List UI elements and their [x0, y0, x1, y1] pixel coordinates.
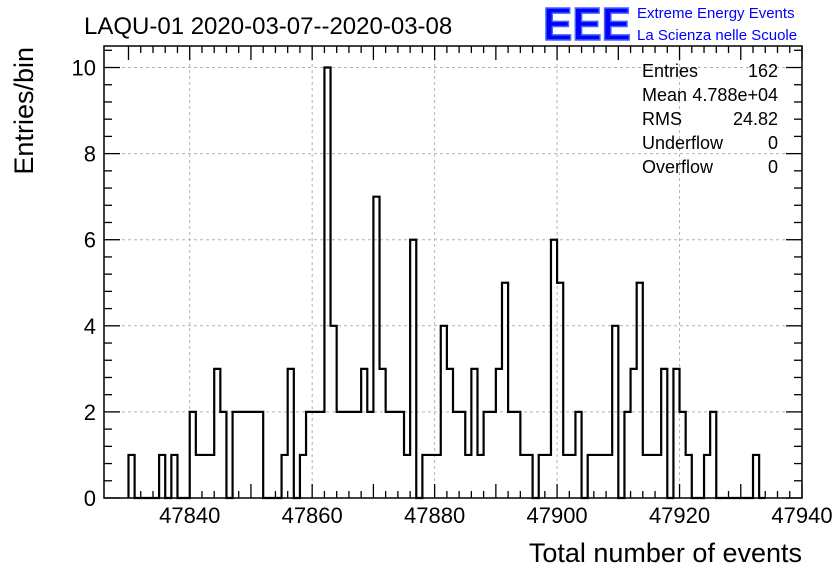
y-tick-label: 4 [84, 314, 96, 339]
stats-box: Entries 162 Mean 4.788e+04 RMS 24.82 Underflow… [642, 61, 778, 177]
stats-label: Entries [642, 61, 698, 81]
x-axis-label: Total number of events [529, 538, 802, 568]
logo-line-2: La Scienza nelle Scuole [637, 27, 797, 44]
y-tick-label: 6 [84, 228, 96, 253]
x-tick-labels: 47840 47860 47880 47900 47920 47940 [159, 503, 832, 528]
y-tick-labels: 0 2 4 6 8 10 [72, 56, 96, 511]
y-tick-label: 0 [84, 486, 96, 511]
y-tick-label: 2 [84, 400, 96, 425]
stats-label: Overflow [642, 157, 714, 177]
stats-value: 0 [768, 133, 778, 153]
x-tick-label: 47860 [282, 503, 343, 528]
y-tick-label: 10 [72, 56, 96, 81]
stats-label: Mean [642, 85, 687, 105]
stats-value: 4.788e+04 [692, 85, 778, 105]
stats-value: 162 [748, 61, 778, 81]
eee-logo-mark: EEE [543, 0, 631, 50]
x-tick-label: 47940 [771, 503, 832, 528]
chart-title: LAQU-01 2020-03-07--2020-03-08 [84, 13, 452, 40]
x-tick-label: 47900 [526, 503, 587, 528]
x-tick-label: 47840 [159, 503, 220, 528]
eee-logo: EEE Extreme Energy Events La Scienza nel… [542, 0, 797, 51]
stats-value: 24.82 [733, 109, 778, 129]
logo-line-1: Extreme Energy Events [637, 5, 795, 22]
x-tick-label: 47880 [404, 503, 465, 528]
x-tick-label: 47920 [649, 503, 710, 528]
stats-label: RMS [642, 109, 682, 129]
stats-label: Underflow [642, 133, 724, 153]
stats-value: 0 [768, 157, 778, 177]
plot-frame [103, 45, 803, 499]
axis-ticks [104, 46, 803, 499]
histogram-line [127, 66, 766, 500]
y-tick-label: 8 [84, 142, 96, 167]
y-axis-label: Entries/bin [9, 47, 39, 175]
